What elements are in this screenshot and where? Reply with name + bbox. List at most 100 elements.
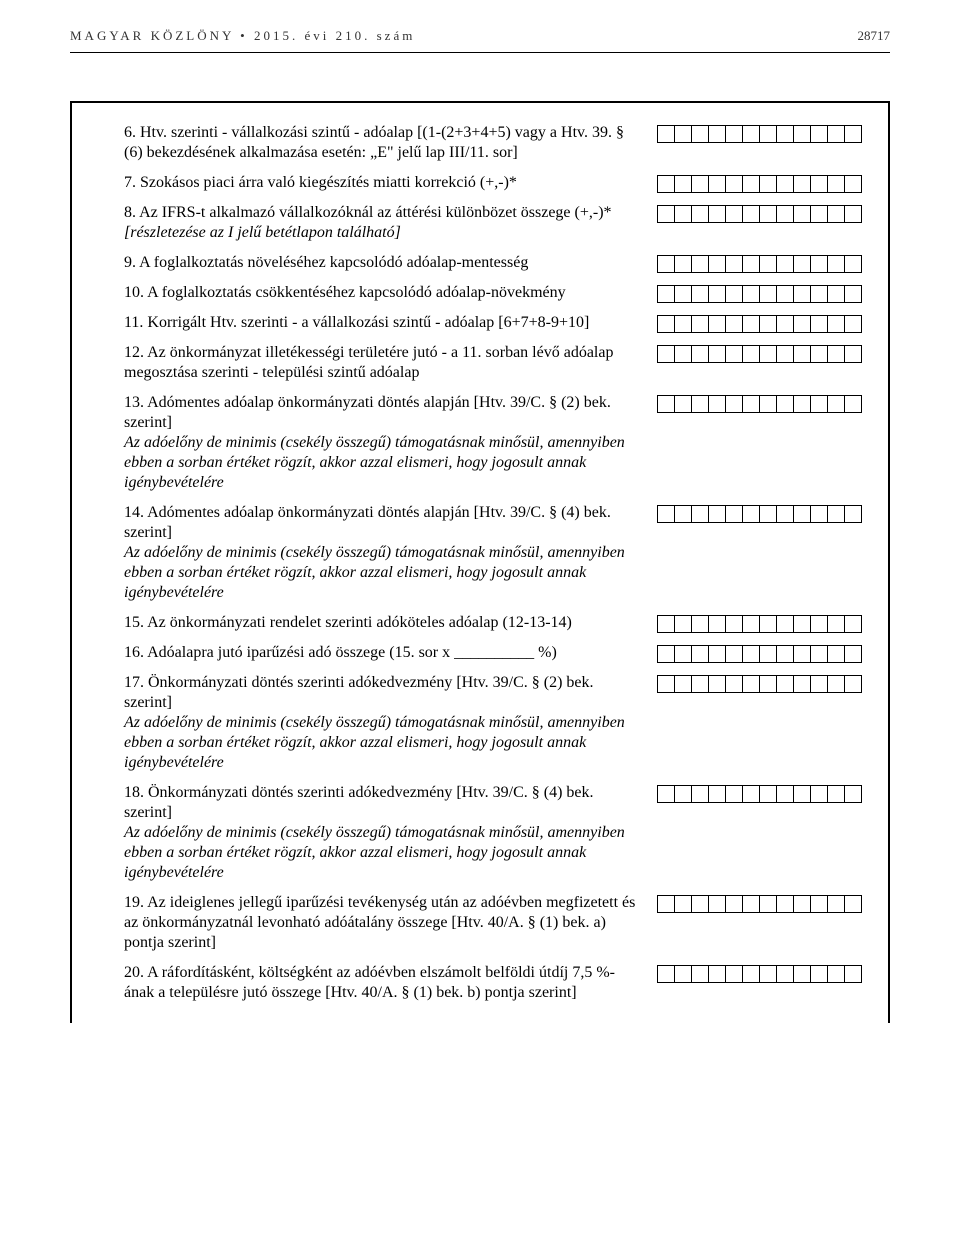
entry-box[interactable]	[793, 175, 811, 193]
entry-box[interactable]	[827, 615, 845, 633]
entry-box[interactable]	[725, 675, 743, 693]
entry-box[interactable]	[691, 285, 709, 303]
entry-box[interactable]	[691, 125, 709, 143]
entry-box[interactable]	[691, 395, 709, 413]
entry-box[interactable]	[691, 645, 709, 663]
entry-box[interactable]	[844, 785, 862, 803]
entry-box[interactable]	[657, 205, 675, 223]
entry-box[interactable]	[674, 395, 692, 413]
entry-box[interactable]	[810, 255, 828, 273]
entry-box[interactable]	[742, 615, 760, 633]
entry-box[interactable]	[793, 965, 811, 983]
entry-box[interactable]	[844, 285, 862, 303]
entry-box[interactable]	[691, 965, 709, 983]
entry-box[interactable]	[725, 255, 743, 273]
entry-box[interactable]	[657, 315, 675, 333]
entry-box[interactable]	[793, 285, 811, 303]
entry-box[interactable]	[725, 615, 743, 633]
entry-box[interactable]	[844, 315, 862, 333]
entry-box[interactable]	[742, 645, 760, 663]
entry-box[interactable]	[776, 285, 794, 303]
entry-box[interactable]	[742, 505, 760, 523]
entry-box[interactable]	[657, 785, 675, 803]
entry-box[interactable]	[810, 675, 828, 693]
entry-box[interactable]	[759, 785, 777, 803]
entry-box[interactable]	[691, 615, 709, 633]
entry-box[interactable]	[708, 255, 726, 273]
entry-box[interactable]	[810, 895, 828, 913]
entry-box[interactable]	[742, 785, 760, 803]
entry-box[interactable]	[674, 175, 692, 193]
entry-box[interactable]	[657, 645, 675, 663]
entry-box[interactable]	[776, 345, 794, 363]
entry-box[interactable]	[759, 205, 777, 223]
entry-box[interactable]	[810, 175, 828, 193]
entry-box[interactable]	[708, 285, 726, 303]
entry-box[interactable]	[776, 205, 794, 223]
entry-box[interactable]	[810, 285, 828, 303]
entry-box[interactable]	[844, 645, 862, 663]
entry-box[interactable]	[674, 675, 692, 693]
entry-box[interactable]	[810, 645, 828, 663]
entry-box[interactable]	[810, 785, 828, 803]
entry-box[interactable]	[776, 395, 794, 413]
entry-box[interactable]	[793, 205, 811, 223]
entry-box[interactable]	[793, 785, 811, 803]
entry-box[interactable]	[759, 345, 777, 363]
entry-box[interactable]	[725, 645, 743, 663]
entry-box[interactable]	[827, 125, 845, 143]
entry-box[interactable]	[844, 895, 862, 913]
entry-box[interactable]	[657, 395, 675, 413]
entry-box[interactable]	[691, 895, 709, 913]
entry-box[interactable]	[827, 175, 845, 193]
entry-box[interactable]	[793, 645, 811, 663]
entry-box[interactable]	[691, 175, 709, 193]
entry-box[interactable]	[708, 345, 726, 363]
entry-box[interactable]	[708, 395, 726, 413]
entry-box[interactable]	[759, 175, 777, 193]
entry-box[interactable]	[827, 675, 845, 693]
entry-box[interactable]	[674, 895, 692, 913]
entry-box[interactable]	[759, 285, 777, 303]
entry-box[interactable]	[657, 345, 675, 363]
entry-box[interactable]	[674, 645, 692, 663]
entry-box[interactable]	[708, 785, 726, 803]
entry-box[interactable]	[742, 285, 760, 303]
entry-box[interactable]	[674, 965, 692, 983]
entry-box[interactable]	[708, 615, 726, 633]
entry-box[interactable]	[691, 315, 709, 333]
entry-box[interactable]	[708, 175, 726, 193]
entry-box[interactable]	[725, 965, 743, 983]
entry-box[interactable]	[844, 505, 862, 523]
entry-box[interactable]	[725, 125, 743, 143]
entry-box[interactable]	[827, 645, 845, 663]
entry-box[interactable]	[776, 895, 794, 913]
entry-box[interactable]	[657, 615, 675, 633]
entry-box[interactable]	[742, 345, 760, 363]
entry-box[interactable]	[776, 505, 794, 523]
entry-box[interactable]	[725, 175, 743, 193]
entry-box[interactable]	[657, 895, 675, 913]
entry-box[interactable]	[742, 895, 760, 913]
entry-box[interactable]	[810, 505, 828, 523]
entry-box[interactable]	[674, 615, 692, 633]
entry-box[interactable]	[691, 205, 709, 223]
entry-box[interactable]	[827, 255, 845, 273]
entry-box[interactable]	[725, 785, 743, 803]
entry-box[interactable]	[827, 895, 845, 913]
entry-box[interactable]	[793, 345, 811, 363]
entry-box[interactable]	[827, 785, 845, 803]
entry-box[interactable]	[759, 895, 777, 913]
entry-box[interactable]	[776, 255, 794, 273]
entry-box[interactable]	[759, 395, 777, 413]
entry-box[interactable]	[708, 895, 726, 913]
entry-box[interactable]	[776, 615, 794, 633]
entry-box[interactable]	[759, 645, 777, 663]
entry-box[interactable]	[725, 205, 743, 223]
entry-box[interactable]	[708, 125, 726, 143]
entry-box[interactable]	[810, 125, 828, 143]
entry-box[interactable]	[742, 255, 760, 273]
entry-box[interactable]	[827, 395, 845, 413]
entry-box[interactable]	[657, 285, 675, 303]
entry-box[interactable]	[810, 395, 828, 413]
